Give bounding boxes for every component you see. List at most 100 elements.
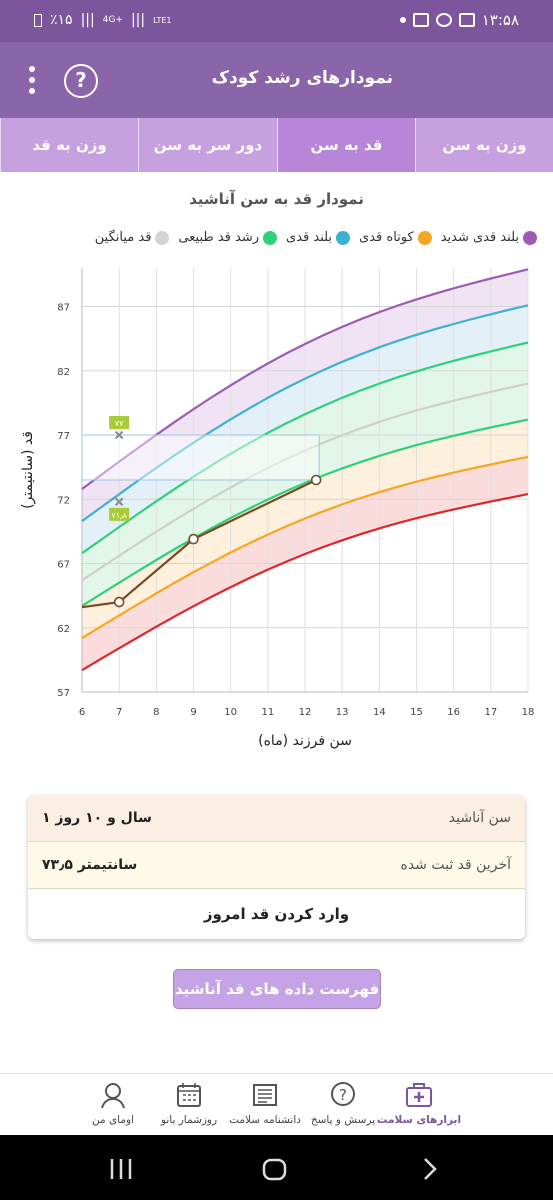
x-tick-label: 14 <box>373 707 386 718</box>
x-tick-label: 17 <box>484 707 497 718</box>
y-tick-label: 57 <box>57 688 70 699</box>
battery-icon <box>34 13 42 27</box>
svg-text:?: ? <box>339 1086 347 1104</box>
x-tick-label: 7 <box>116 707 122 718</box>
y-tick-label: 82 <box>57 367 70 378</box>
child-data-point <box>188 533 199 545</box>
nav-label: ابزارهای سلامت <box>376 1114 462 1126</box>
x-tick-label: 12 <box>299 707 312 718</box>
legend-dot <box>263 230 278 245</box>
network-text: 4G+ <box>102 15 123 25</box>
age-value: ۱ سال و ۱۰ روز <box>42 810 152 826</box>
calendar-icon <box>177 1083 201 1107</box>
legend-label: رشد قد طبیعی <box>178 230 260 245</box>
marker-label: ۷۱٫۸ <box>111 511 127 520</box>
series-line <box>81 341 529 555</box>
legend-label: کوتاه قدی <box>359 230 414 245</box>
marker-label: ۷۷ <box>115 419 124 428</box>
profile-icon <box>101 1083 125 1109</box>
tab-head-age[interactable]: دور سر به سن <box>138 118 277 172</box>
marker-badge <box>109 507 130 521</box>
status-bar: ٪۱۵ ||| 4G+ ||| LTE1 ۱۳:۵۸ <box>0 0 553 42</box>
x-tick-label: 16 <box>447 707 460 718</box>
x-tick-label: 6 <box>79 707 85 718</box>
lte-text: LTE1 <box>153 15 172 25</box>
last-height-value: ۷۳٫۵ سانتیمتر <box>42 857 138 873</box>
notification-dot-icon <box>399 17 406 23</box>
child-height-line <box>81 479 317 609</box>
x-tick-label: 11 <box>261 707 274 718</box>
marker-x-icon <box>114 430 124 440</box>
tab-weight-age[interactable]: وزن به سن <box>415 118 553 172</box>
legend-item: بلند قدی شدید <box>441 230 537 245</box>
y-tick-label: 77 <box>57 431 70 442</box>
more-menu-icon[interactable] <box>22 64 42 98</box>
newspaper-icon <box>253 1084 277 1106</box>
y-axis-label-wrap: قد (سانتیمتر) <box>8 422 48 522</box>
signal-icon: ||| <box>80 12 95 28</box>
series-line <box>81 455 529 639</box>
tab-height-age[interactable]: قد به سن <box>277 118 415 172</box>
child-data-point <box>113 596 125 608</box>
last-height-label: آخرین قد ثبت شده <box>400 857 512 873</box>
x-tick-label: 18 <box>522 707 535 718</box>
child-data-point <box>310 474 322 486</box>
x-axis-label: سن فرزند (ماه) <box>258 733 352 749</box>
chart-tabs: وزن به سن قد به سن دور سر به سن وزن به ق… <box>0 118 553 172</box>
series-line <box>81 304 529 522</box>
battery-text: ٪۱۵ <box>50 12 73 28</box>
enter-today-height-button[interactable]: وارد کردن قد امروز <box>203 905 350 923</box>
system-nav-icons <box>110 1158 437 1181</box>
series-line <box>81 493 529 672</box>
x-tick-label: 9 <box>190 707 196 718</box>
marker-badge <box>109 416 130 430</box>
chart-legend: بلند قدی شدید کوتاه قدی بلند قدی رشد قد … <box>95 230 537 245</box>
app-bar: ? نمودارهای رشد کودک <box>0 42 553 118</box>
series-line <box>81 382 529 582</box>
back-icon[interactable] <box>424 1158 437 1180</box>
medical-kit-icon <box>406 1083 432 1107</box>
status-left-icons: ٪۱۵ ||| 4G+ ||| LTE1 <box>34 12 172 28</box>
bottom-navigation: ابزارهای سلامت ? پرسش و پاسخ دانشنامه سل… <box>0 1073 553 1135</box>
nav-label: پرسش و پاسخ <box>310 1114 376 1126</box>
page-title: نمودارهای رشد کودک <box>211 68 393 88</box>
legend-dot <box>523 230 537 245</box>
age-label: سن آناشید <box>448 810 511 826</box>
legend-dot <box>417 230 432 245</box>
legend-item: قد میانگین <box>95 230 170 245</box>
system-navigation-bar <box>0 1135 553 1200</box>
recent-apps-icon[interactable] <box>110 1159 132 1179</box>
gallery-icon <box>458 13 475 27</box>
x-tick-label: 15 <box>410 707 423 718</box>
chart-title: نمودار قد به سن آناشید <box>189 190 364 208</box>
nav-health-tools[interactable]: ابزارهای سلامت <box>374 1080 464 1126</box>
y-tick-label: 67 <box>57 560 70 571</box>
nav-qa[interactable]: ? پرسش و پاسخ <box>298 1080 388 1126</box>
legend-item: بلند قدی <box>286 230 351 245</box>
legend-label: بلند قدی <box>286 230 333 245</box>
x-tick-label: 10 <box>224 707 237 718</box>
home-icon[interactable] <box>262 1158 287 1181</box>
marker-x-icon <box>114 497 124 507</box>
nav-label: دانشنامه سلامت <box>229 1114 301 1126</box>
legend-label: قد میانگین <box>94 230 152 245</box>
nav-encyclopedia[interactable]: دانشنامه سلامت <box>220 1080 310 1126</box>
height-list-button[interactable]: فهرست داده های قد آناشید <box>173 969 381 1009</box>
nav-label: اومای من <box>92 1114 134 1126</box>
nav-profile[interactable]: اومای من <box>68 1080 158 1126</box>
latest-highlight <box>81 434 320 481</box>
legend-item: کوتاه قدی <box>359 230 432 245</box>
clock-text: ۱۳:۵۸ <box>481 11 519 29</box>
tab-weight-height[interactable]: وزن به قد <box>0 118 138 172</box>
legend-item: رشد قد طبیعی <box>178 230 278 245</box>
y-tick-label: 72 <box>57 495 70 506</box>
help-icon[interactable]: ? <box>64 64 98 98</box>
nav-calendar[interactable]: روزشمار بانو <box>144 1080 234 1126</box>
y-axis-label: قد (سانتیمتر) <box>20 431 36 509</box>
x-tick-label: 13 <box>336 707 349 718</box>
age-row: ۱ سال و ۱۰ روز سن آناشید <box>28 795 525 842</box>
status-right-icons: ۱۳:۵۸ <box>399 11 519 29</box>
y-tick-label: 62 <box>57 624 70 635</box>
signal-icon-2: ||| <box>130 12 146 28</box>
x-tick-label: 8 <box>153 707 159 718</box>
